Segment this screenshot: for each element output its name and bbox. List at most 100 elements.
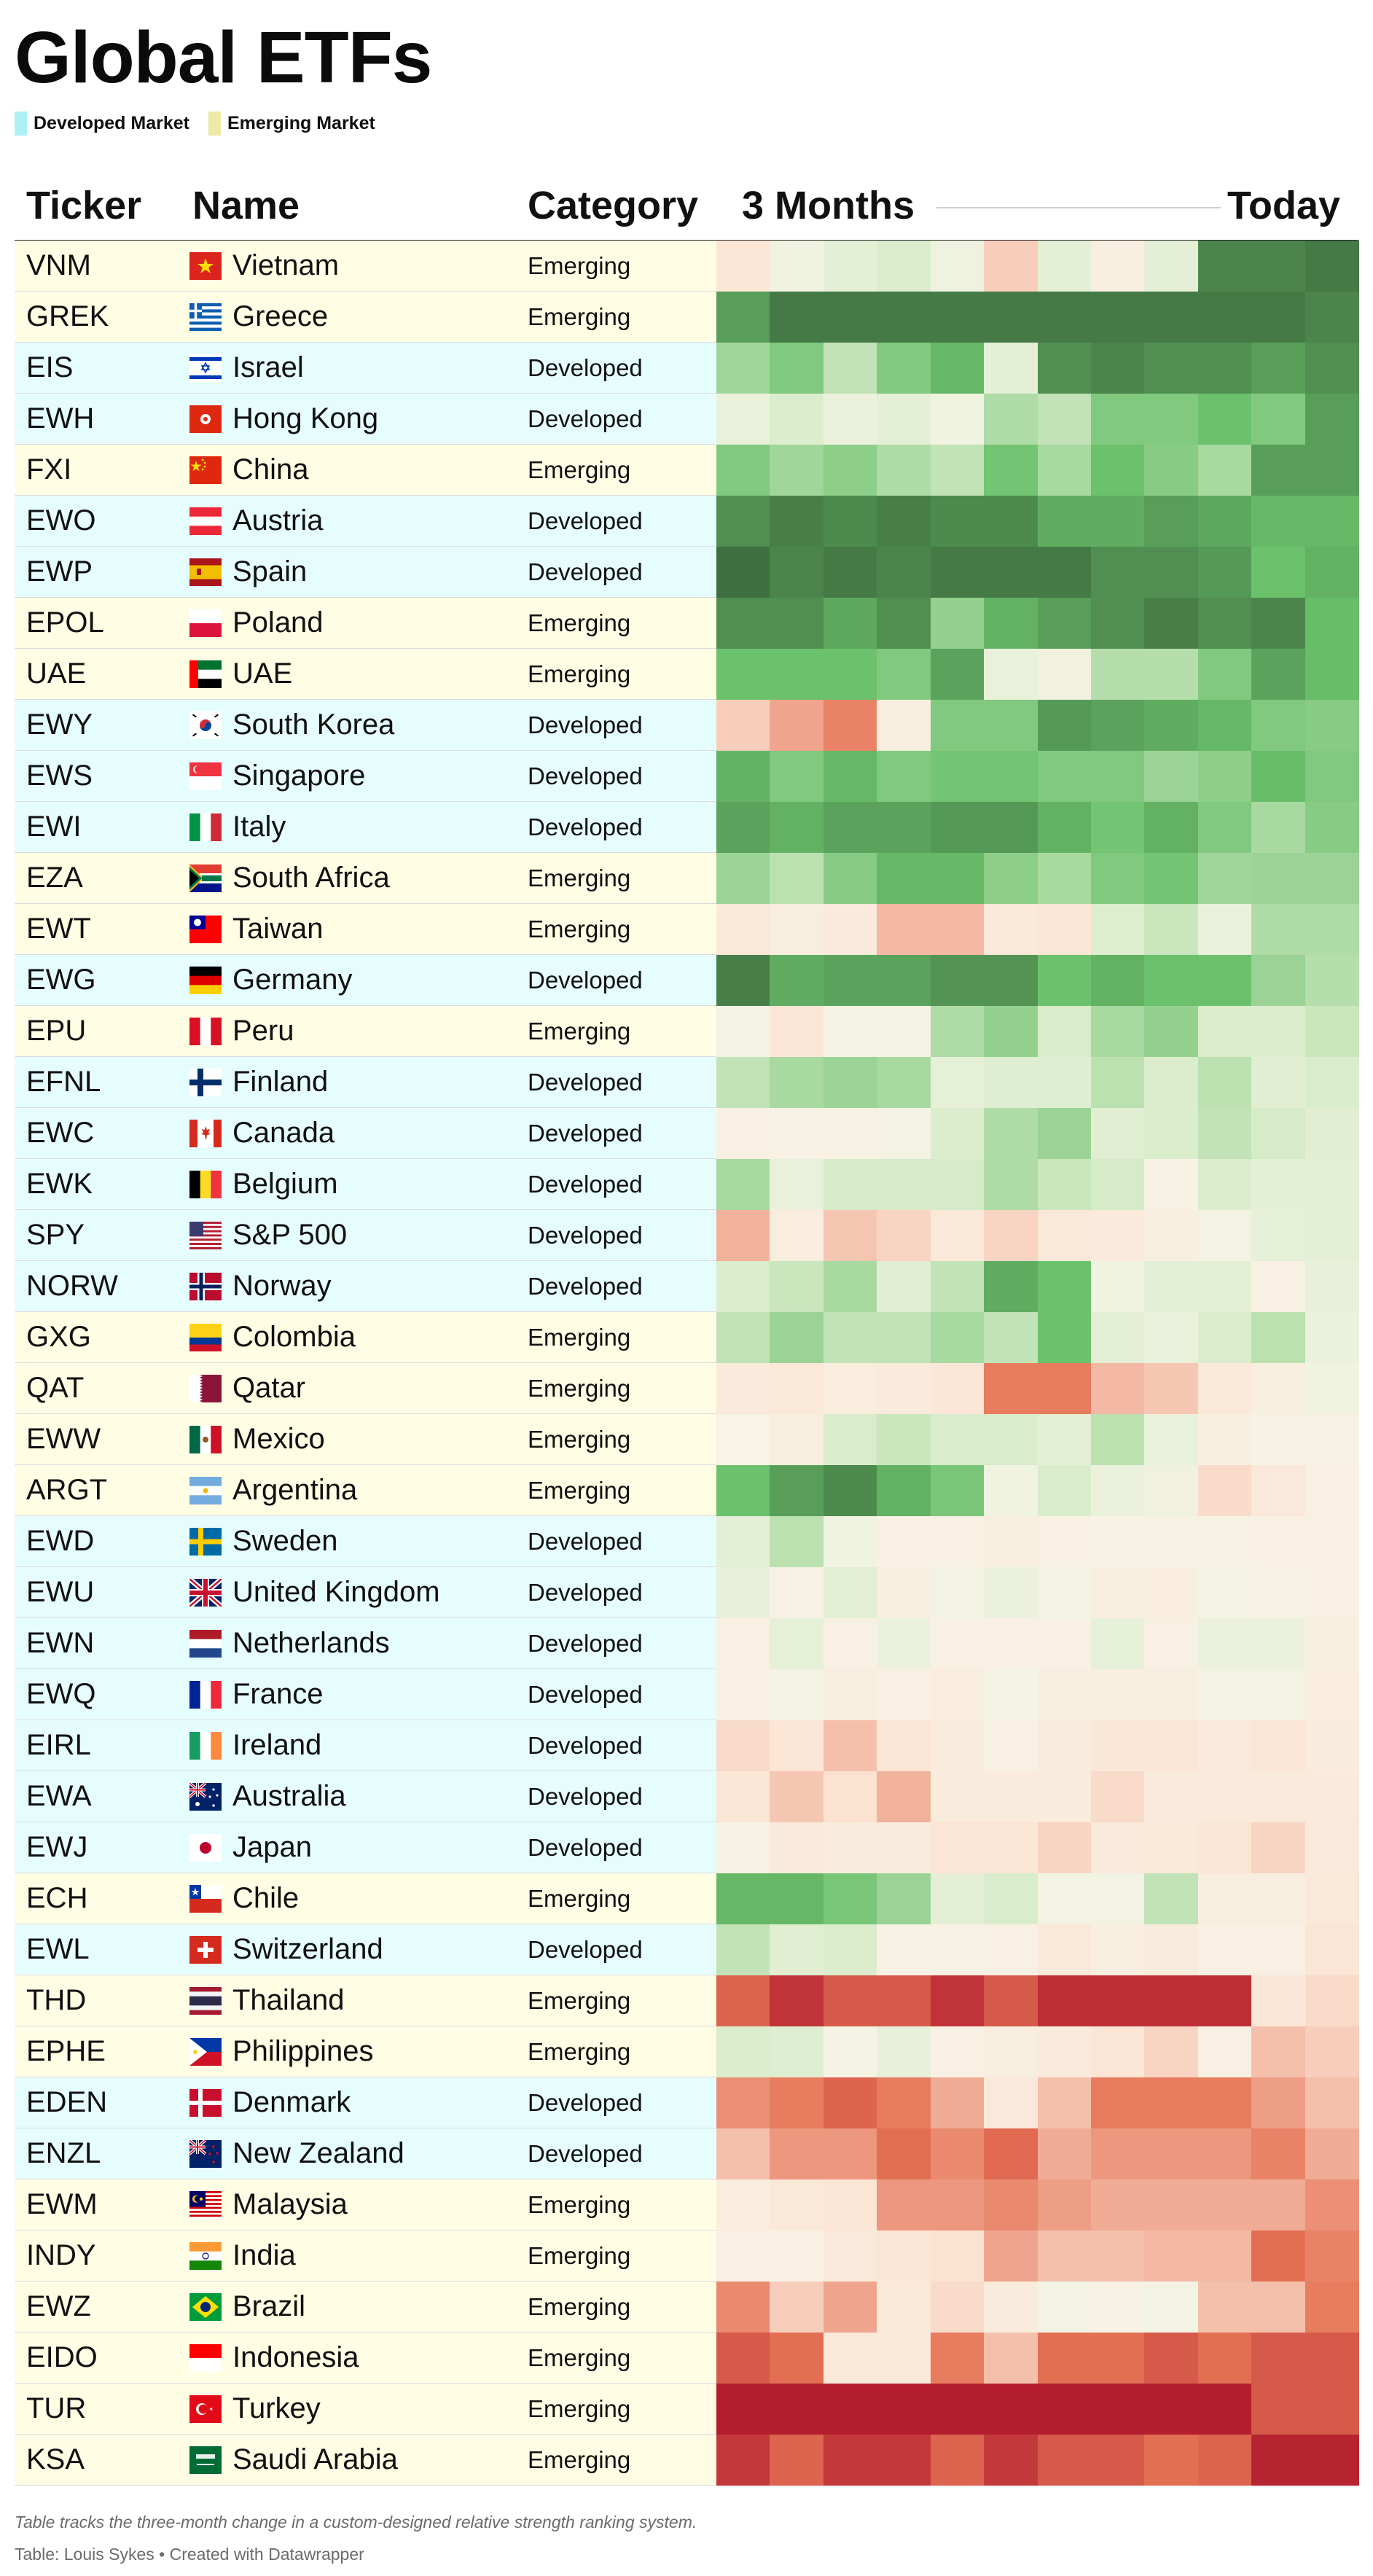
heatmap-cell: [1038, 751, 1092, 802]
cell-name: South Korea: [189, 700, 394, 750]
row-background: [15, 1363, 716, 1413]
cell-category: Emerging: [528, 251, 631, 279]
heatmap-cell: [1198, 2282, 1252, 2333]
heatmap-cell: [1251, 1618, 1306, 1669]
country-name: Spain: [232, 555, 308, 588]
table-row: EIRL Ireland Developed: [15, 1720, 1359, 1771]
heatmap-strip: [716, 700, 1359, 751]
heatmap-cell: [1198, 241, 1252, 292]
heatmap-cell: [824, 904, 877, 955]
heatmap-cell: [824, 853, 877, 904]
heatmap-cell: [716, 2435, 770, 2486]
header-name[interactable]: Name: [192, 184, 300, 227]
row-background: [15, 2077, 716, 2128]
heatmap-cell: [1305, 1363, 1359, 1414]
table-row: EWS Singapore Developed: [15, 751, 1359, 802]
table-row: SPY S&P 500 Developed: [15, 1210, 1359, 1261]
cell-name: Mexico: [189, 1414, 325, 1464]
row-divider: [15, 2332, 716, 2333]
heatmap-cell: [1038, 1159, 1092, 1210]
cell-ticker: EIS: [26, 351, 74, 383]
heatmap-cell: [770, 1261, 824, 1312]
table-row: EWU United Kingdom Developed: [15, 1567, 1359, 1618]
cell-category: Emerging: [528, 1017, 631, 1045]
cell-name: Indonesia: [189, 2333, 359, 2383]
cell-ticker: EWL: [26, 1933, 90, 1965]
cell-ticker: EWG: [26, 964, 96, 996]
heatmap-cell: [877, 1414, 931, 1465]
heatmap-cell: [716, 394, 770, 445]
heatmap-cell: [1198, 496, 1252, 547]
heatmap-cell: [877, 1771, 931, 1822]
heatmap-cell: [1091, 2230, 1145, 2282]
heatmap-cell: [877, 1363, 931, 1414]
cell-category: Emerging: [528, 1323, 631, 1351]
heatmap-strip: [716, 1210, 1359, 1261]
heatmap-cell: [1251, 751, 1306, 802]
table-row: KSA Saudi Arabia Emerging: [15, 2435, 1359, 2486]
heatmap-cell: [824, 394, 877, 445]
heatmap-cell: [716, 1618, 770, 1669]
heatmap-cell: [1144, 955, 1199, 1006]
row-divider: [15, 750, 716, 751]
japan-flag-icon: [189, 1833, 222, 1862]
heatmap-cell: [1198, 2435, 1252, 2486]
country-name: Indonesia: [232, 2341, 359, 2373]
row-background: [15, 2230, 716, 2281]
table-row: THD Thailand Emerging: [15, 1975, 1359, 2026]
heatmap-cell: [716, 2026, 770, 2077]
heatmap-cell: [1091, 853, 1145, 904]
heatmap-cell: [716, 1414, 770, 1465]
heatmap-cell: [1305, 1618, 1359, 1669]
heatmap-cell: [1091, 2179, 1145, 2230]
heatmap-cell: [877, 1873, 931, 1924]
heatmap-cell: [984, 2179, 1038, 2230]
heatmap-cell: [877, 1261, 931, 1312]
heatmap-cell: [824, 1261, 877, 1312]
heatmap-cell: [1305, 547, 1359, 598]
heatmap-cell: [1038, 904, 1092, 955]
table-row: VNM Vietnam Emerging: [15, 241, 1359, 292]
heatmap-cell: [770, 292, 824, 343]
header-period-start: 3 Months: [742, 184, 915, 227]
heatmap-cell: [1198, 853, 1252, 904]
heatmap-cell: [1198, 394, 1252, 445]
philippines-flag-icon: [189, 2037, 222, 2066]
header-ticker[interactable]: Ticker: [26, 184, 142, 227]
heatmap-cell: [1198, 2230, 1252, 2282]
row-divider: [15, 1158, 716, 1159]
row-background: [15, 904, 716, 954]
heatmap-cell: [1305, 1567, 1359, 1618]
heatmap-strip: [716, 2026, 1359, 2077]
heatmap-cell: [716, 2077, 770, 2128]
header-category[interactable]: Category: [528, 184, 699, 227]
heatmap-cell: [1305, 1108, 1359, 1159]
heatmap-cell: [931, 1975, 985, 2026]
cell-category: Developed: [528, 1680, 643, 1708]
heatmap-cell: [1144, 2384, 1199, 2435]
cell-name: United Kingdom: [189, 1567, 440, 1617]
heatmap-cell: [770, 1873, 824, 1924]
denmark-flag-icon: [189, 2088, 222, 2117]
heatmap-cell: [984, 2026, 1038, 2077]
heatmap-cell: [931, 445, 985, 496]
row-divider: [15, 393, 716, 394]
heatmap-cell: [877, 1057, 931, 1108]
heatmap-cell: [1038, 1720, 1092, 1771]
row-background: [15, 1210, 716, 1260]
heatmap-cell: [1198, 1465, 1252, 1516]
cell-name: Denmark: [189, 2077, 351, 2128]
heatmap-cell: [770, 1567, 824, 1618]
heatmap-cell: [716, 2179, 770, 2230]
heatmap-cell: [1198, 700, 1252, 751]
heatmap-cell: [931, 853, 985, 904]
cell-category: Emerging: [528, 2292, 631, 2320]
cell-category: Emerging: [528, 1986, 631, 2014]
heatmap-cell: [1305, 241, 1359, 292]
heatmap-strip: [716, 1822, 1359, 1873]
heatmap-cell: [931, 700, 985, 751]
southafrica-flag-icon: [189, 864, 222, 892]
row-divider: [15, 1464, 716, 1465]
heatmap-cell: [1091, 1822, 1145, 1873]
heatmap-cell: [1305, 1414, 1359, 1465]
